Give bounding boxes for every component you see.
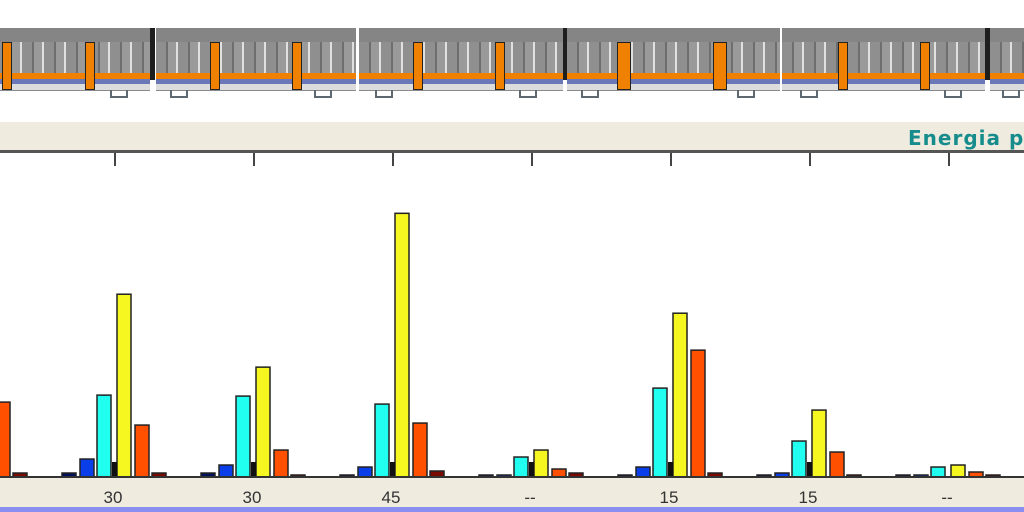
category-label: 30 [103, 488, 123, 507]
category-label-band [0, 478, 1024, 507]
axis-tick [809, 153, 811, 166]
axis-tick [670, 153, 672, 166]
category-label: 15 [798, 488, 818, 507]
chart-baseline [0, 476, 1024, 478]
coupler [150, 28, 155, 80]
category-label: 45 [381, 488, 401, 507]
bar-series-5[interactable] [690, 349, 706, 478]
category-label: 30 [242, 488, 262, 507]
bar-series-4[interactable] [394, 212, 410, 478]
bar-series-4[interactable] [533, 449, 549, 478]
bar-series-3[interactable] [374, 403, 390, 478]
chart-title-band: Energia p [0, 122, 1024, 150]
bar-separator-mark [668, 462, 673, 477]
top-axis [0, 150, 1024, 153]
train-car[interactable] [567, 28, 780, 98]
bar-separator-mark [390, 462, 395, 477]
chart-title: Energia p [908, 126, 1024, 150]
bar-series-3[interactable] [791, 440, 807, 478]
bar-series-5[interactable] [829, 451, 845, 478]
axis-tick [392, 153, 394, 166]
coupler [985, 28, 990, 80]
bar-separator-mark [112, 462, 117, 477]
bar-series-3[interactable] [652, 387, 668, 478]
axis-tick [531, 153, 533, 166]
train-car[interactable] [782, 28, 985, 98]
category-label: -- [524, 488, 536, 507]
category-label: -- [941, 488, 953, 507]
bar-series-3[interactable] [96, 394, 112, 478]
bar-series-4[interactable] [116, 293, 132, 478]
bar-series-2[interactable] [79, 458, 95, 478]
bar-series-3[interactable] [235, 395, 251, 478]
bottom-border [0, 507, 1024, 512]
bar-series-5[interactable] [273, 449, 289, 478]
bar-series-4[interactable] [672, 312, 688, 478]
axis-tick [114, 153, 116, 166]
train-car[interactable] [359, 28, 563, 98]
train-car[interactable] [990, 28, 1024, 98]
category-label: 15 [659, 488, 679, 507]
coupler [563, 28, 568, 80]
train-car[interactable] [156, 28, 356, 98]
bar-series-5[interactable] [0, 401, 11, 478]
bar-separator-mark [807, 462, 812, 477]
bar-separator-mark [529, 462, 534, 477]
bar-series-4[interactable] [255, 366, 271, 478]
bar-series-5[interactable] [412, 422, 428, 478]
axis-tick [948, 153, 950, 166]
bar-separator-mark [251, 462, 256, 477]
train-diagram [0, 28, 1024, 98]
train-car[interactable] [0, 28, 150, 98]
bar-series-4[interactable] [811, 409, 827, 478]
axis-tick [253, 153, 255, 166]
bar-series-3[interactable] [513, 456, 529, 478]
bar-series-5[interactable] [134, 424, 150, 478]
